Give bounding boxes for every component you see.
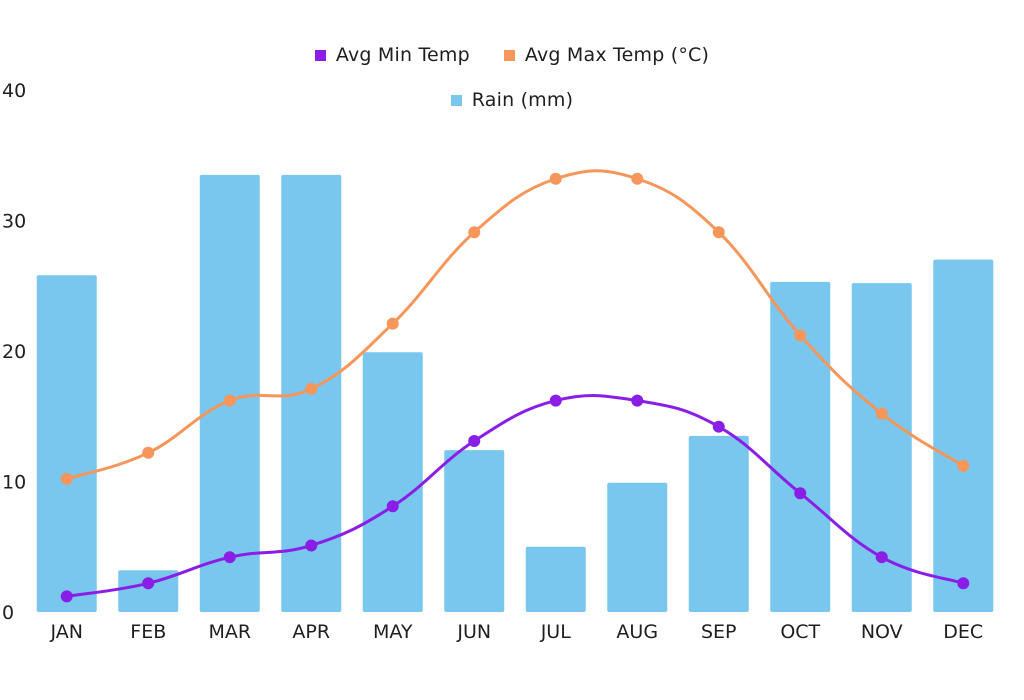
min-temp-point <box>957 577 970 590</box>
y-tick-label: 30 <box>2 211 26 233</box>
x-tick-label: APR <box>292 621 330 643</box>
x-tick-label: MAR <box>208 621 251 643</box>
max-temp-point <box>142 446 155 459</box>
legend-label-min-temp: Avg Min Temp <box>335 44 470 66</box>
x-tick-label: OCT <box>780 621 820 643</box>
max-temp-point <box>549 172 562 185</box>
y-tick-label: 40 <box>2 80 26 102</box>
rain-bar <box>362 352 423 612</box>
max-temp-point <box>386 317 399 330</box>
x-tick-label: MAY <box>373 621 413 643</box>
legend-row-top: Avg Min Temp Avg Max Temp (°C) <box>0 44 1024 66</box>
x-tick-label: JUN <box>456 621 491 643</box>
legend-swatch-max-temp <box>503 49 515 61</box>
x-tick-label: AUG <box>616 621 658 643</box>
rain-bar <box>851 283 912 612</box>
y-tick-label: 10 <box>2 472 26 494</box>
rain-bar <box>199 174 260 612</box>
legend-label-rain: Rain (mm) <box>471 89 574 111</box>
max-temp-point <box>875 407 888 420</box>
max-temp-point <box>305 382 318 395</box>
max-temp-point <box>60 472 73 485</box>
rain-bar <box>607 482 668 612</box>
legend-item-rain[interactable]: Rain (mm) <box>450 89 574 111</box>
x-tick-label: SEP <box>701 621 737 643</box>
max-temp-point <box>712 226 725 239</box>
legend-row-bottom: Rain (mm) <box>0 89 1024 111</box>
min-temp-point <box>875 551 888 564</box>
max-temp-point <box>957 459 970 472</box>
max-temp-point <box>631 172 644 185</box>
rain-bar <box>444 450 505 612</box>
y-tick-label: 0 <box>2 602 14 624</box>
y-tick-label: 20 <box>2 341 26 363</box>
legend-item-max-temp[interactable]: Avg Max Temp (°C) <box>503 44 710 66</box>
rain-bar <box>770 281 831 612</box>
x-tick-label: JUL <box>540 621 572 643</box>
legend-swatch-rain <box>450 94 462 106</box>
x-tick-label: JAN <box>50 621 83 643</box>
rain-bar <box>688 435 749 612</box>
max-temp-point <box>223 394 236 407</box>
legend-item-min-temp[interactable]: Avg Min Temp <box>314 44 470 66</box>
legend-label-max-temp: Avg Max Temp (°C) <box>524 44 710 66</box>
min-temp-point <box>223 551 236 564</box>
rain-bar <box>118 570 179 612</box>
min-temp-point <box>142 577 155 590</box>
min-temp-point <box>712 420 725 433</box>
x-tick-label: FEB <box>130 621 166 643</box>
max-temp-point <box>468 226 481 239</box>
rain-bar <box>933 259 994 612</box>
min-temp-point <box>549 394 562 407</box>
max-temp-point <box>794 329 807 342</box>
x-tick-label: NOV <box>861 621 903 643</box>
min-temp-point <box>60 590 73 603</box>
min-temp-point <box>631 394 644 407</box>
min-temp-point <box>794 487 807 500</box>
legend-swatch-min-temp <box>314 49 326 61</box>
rain-bar <box>36 275 97 612</box>
x-tick-label: DEC <box>943 621 983 643</box>
min-temp-point <box>305 539 318 552</box>
rain-bar <box>525 546 586 612</box>
min-temp-point <box>386 500 399 513</box>
min-temp-point <box>468 435 481 448</box>
